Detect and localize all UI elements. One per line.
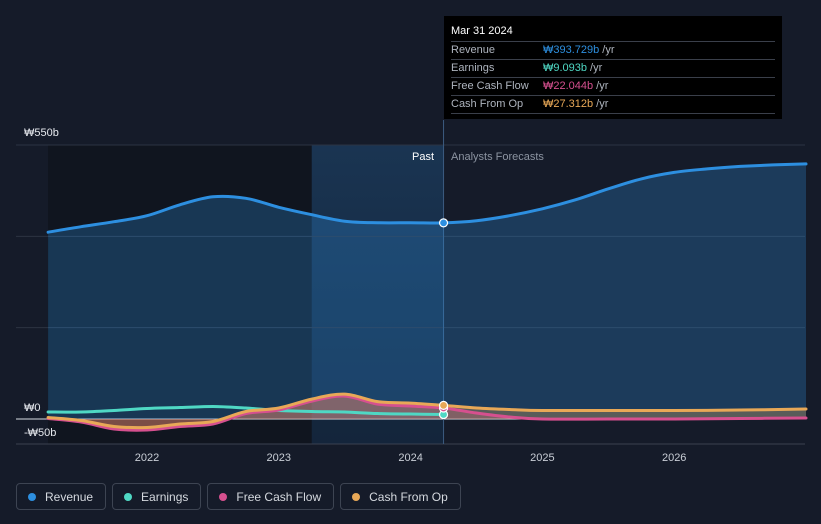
y-label-bottom: -₩50b — [24, 427, 56, 439]
tooltip-name: Earnings — [451, 62, 495, 74]
tooltip-unit: /yr — [590, 62, 603, 74]
past-label: Past — [412, 151, 434, 163]
legend-dot-icon — [219, 492, 228, 501]
x-tick-label: 2024 — [398, 452, 422, 464]
revenue-line — [46, 162, 808, 234]
free-cash-flow-line — [46, 394, 808, 432]
tooltip-unit: /yr — [602, 44, 615, 56]
legend-item-earnings[interactable]: Earnings — [112, 483, 202, 510]
tooltip-value: ₩22.044b — [543, 80, 594, 92]
tooltip-unit: /yr — [596, 98, 609, 110]
tooltip-row-revenue: Revenue ₩393.729b /yr — [451, 42, 775, 60]
revenue-area — [48, 163, 807, 419]
legend-label: Revenue — [45, 489, 94, 504]
earnings-line — [46, 405, 446, 416]
tooltip-unit: /yr — [596, 80, 609, 92]
tooltip-value: ₩9.093b — [543, 62, 588, 74]
tooltip-name: Cash From Op — [451, 98, 524, 110]
x-tick-label: 2023 — [267, 452, 291, 464]
legend-dot-icon — [28, 492, 36, 501]
legend-item-free-cash-flow[interactable]: Free Cash Flow — [207, 483, 335, 510]
legend-label: Earnings — [141, 489, 189, 504]
tooltip-name: Revenue — [451, 44, 496, 56]
legend-label: Cash From Op — [369, 489, 448, 504]
x-tick-label: 2026 — [662, 452, 686, 464]
x-tick-label: 2025 — [530, 452, 554, 464]
revenue-marker — [438, 218, 449, 228]
legend: Revenue Earnings Free Cash Flow Cash Fro… — [16, 483, 461, 510]
tooltip-row-fcf: Free Cash Flow ₩22.044b /yr — [451, 78, 775, 96]
tooltip-row-cfo: Cash From Op ₩27.312b /yr — [451, 96, 775, 114]
tooltip-value: ₩393.729b — [543, 44, 600, 56]
legend-label: Free Cash Flow — [236, 489, 322, 504]
x-tick-label: 2022 — [135, 452, 159, 464]
legend-dot-icon — [124, 492, 133, 501]
y-label-top: ₩550b — [24, 127, 59, 139]
tooltip: Mar 31 2024 Revenue ₩393.729b /yr Earnin… — [444, 16, 782, 119]
tooltip-row-earnings: Earnings ₩9.093b /yr — [451, 60, 775, 78]
cash-from-op-area — [48, 394, 807, 428]
cash-from-op-line — [46, 392, 808, 430]
tooltip-value: ₩27.312b — [543, 98, 594, 110]
legend-dot-icon — [352, 492, 361, 501]
legend-item-revenue[interactable]: Revenue — [16, 483, 107, 510]
tooltip-date: Mar 31 2024 — [451, 24, 775, 42]
y-label-zero: ₩0 — [24, 402, 41, 414]
legend-item-cash-from-op[interactable]: Cash From Op — [340, 483, 461, 510]
cash-from-op-marker — [438, 400, 449, 410]
tooltip-name: Free Cash Flow — [451, 80, 529, 92]
forecast-label: Analysts Forecasts — [451, 151, 544, 163]
